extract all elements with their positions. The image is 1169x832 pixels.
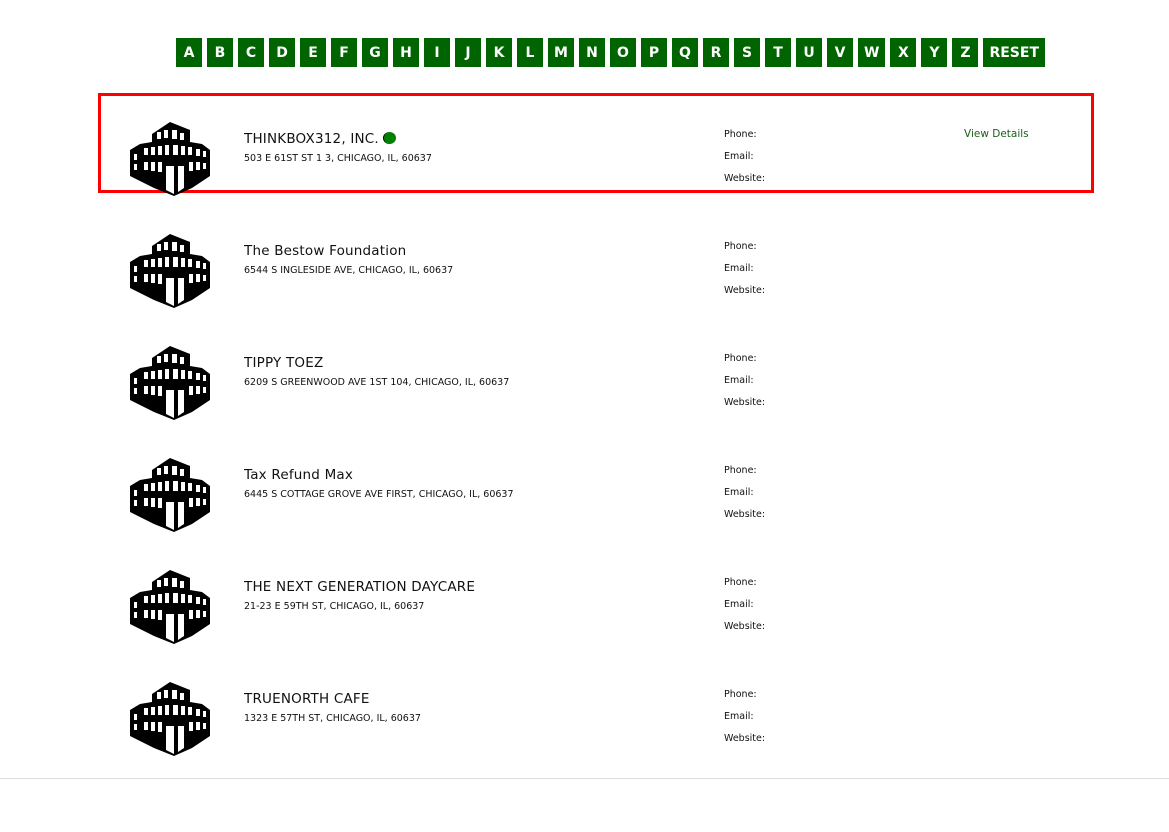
building-icon [130, 458, 212, 532]
email-label: Email: [724, 375, 754, 386]
letter-button-d[interactable]: D [269, 38, 295, 67]
listing-name[interactable]: The Bestow Foundation [244, 243, 406, 259]
letter-button-y[interactable]: Y [921, 38, 948, 67]
letter-button-r[interactable]: R [703, 38, 729, 67]
listing-item: TRUENORTH CAFE 1323 E 57TH ST, CHICAGO, … [98, 653, 1094, 756]
phone-label: Phone: [724, 689, 757, 700]
listing-address: 6544 S INGLESIDE AVE, CHICAGO, IL, 60637 [244, 265, 454, 276]
listing-name[interactable]: THE NEXT GENERATION DAYCARE [244, 579, 475, 595]
reset-button[interactable]: RESET [983, 38, 1045, 67]
letter-button-u[interactable]: U [796, 38, 822, 67]
listing-name-text: TIPPY TOEZ [244, 355, 324, 371]
listing-address: 21-23 E 59TH ST, CHICAGO, IL, 60637 [244, 601, 425, 612]
listing-name[interactable]: TRUENORTH CAFE [244, 691, 370, 707]
listing-name-text: TRUENORTH CAFE [244, 691, 370, 707]
email-label: Email: [724, 263, 754, 274]
listing-item: THE NEXT GENERATION DAYCARE 21-23 E 59TH… [98, 541, 1094, 644]
divider [0, 778, 1169, 779]
website-label: Website: [724, 173, 766, 184]
letter-button-n[interactable]: N [579, 38, 605, 67]
website-label: Website: [724, 509, 766, 520]
letter-button-i[interactable]: I [424, 38, 450, 67]
listing-name-text: THINKBOX312, INC. [244, 131, 379, 147]
listing-name[interactable]: THINKBOX312, INC. [244, 131, 396, 147]
cursor-marker-icon [382, 132, 396, 144]
letter-button-g[interactable]: G [362, 38, 388, 67]
letter-button-f[interactable]: F [331, 38, 357, 67]
letter-button-p[interactable]: P [641, 38, 667, 67]
phone-label: Phone: [724, 465, 757, 476]
letter-button-o[interactable]: O [610, 38, 636, 67]
letter-button-a[interactable]: A [176, 38, 202, 67]
phone-label: Phone: [724, 241, 757, 252]
website-label: Website: [724, 621, 766, 632]
building-icon [130, 122, 212, 196]
listing-name[interactable]: Tax Refund Max [244, 467, 353, 483]
website-label: Website: [724, 733, 766, 744]
view-details-link[interactable]: View Details [964, 128, 1029, 140]
letter-button-t[interactable]: T [765, 38, 791, 67]
email-label: Email: [724, 711, 754, 722]
listing-item: Tax Refund Max 6445 S COTTAGE GROVE AVE … [98, 429, 1094, 532]
letter-button-h[interactable]: H [393, 38, 419, 67]
letter-button-m[interactable]: M [548, 38, 574, 67]
listing-address: 6445 S COTTAGE GROVE AVE FIRST, CHICAGO,… [244, 489, 514, 500]
email-label: Email: [724, 487, 754, 498]
letter-button-l[interactable]: L [517, 38, 543, 67]
building-icon [130, 234, 212, 308]
alphabet-filter: A B C D E F G H I J K L M N O P Q R S T U V W X Y Z RESET [176, 38, 1045, 67]
letter-button-e[interactable]: E [300, 38, 326, 67]
listing-name[interactable]: TIPPY TOEZ [244, 355, 323, 371]
website-label: Website: [724, 285, 766, 296]
letter-button-k[interactable]: K [486, 38, 512, 67]
listing-name-text: Tax Refund Max [244, 467, 354, 483]
email-label: Email: [724, 599, 754, 610]
letter-button-c[interactable]: C [238, 38, 264, 67]
listing-name-text: The Bestow Foundation [244, 243, 407, 259]
listing-address: 6209 S GREENWOOD AVE 1ST 104, CHICAGO, I… [244, 377, 510, 388]
listing-address: 1323 E 57TH ST, CHICAGO, IL, 60637 [244, 713, 421, 724]
email-label: Email: [724, 151, 754, 162]
listing-item: THINKBOX312, INC. 503 E 61ST ST 1 3, CHI… [98, 93, 1094, 196]
listing-address: 503 E 61ST ST 1 3, CHICAGO, IL, 60637 [244, 153, 432, 164]
letter-button-j[interactable]: J [455, 38, 481, 67]
letter-button-v[interactable]: V [827, 38, 853, 67]
listing-name-text: THE NEXT GENERATION DAYCARE [244, 579, 476, 595]
letter-button-b[interactable]: B [207, 38, 233, 67]
building-icon [130, 682, 212, 756]
listing-item: The Bestow Foundation 6544 S INGLESIDE A… [98, 205, 1094, 308]
letter-button-x[interactable]: X [890, 38, 917, 67]
phone-label: Phone: [724, 353, 757, 364]
website-label: Website: [724, 397, 766, 408]
phone-label: Phone: [724, 129, 757, 140]
letter-button-w[interactable]: W [858, 38, 886, 67]
building-icon [130, 346, 212, 420]
building-icon [130, 570, 212, 644]
letter-button-z[interactable]: Z [952, 38, 979, 67]
phone-label: Phone: [724, 577, 757, 588]
listing-item: TIPPY TOEZ 6209 S GREENWOOD AVE 1ST 104,… [98, 317, 1094, 420]
letter-button-q[interactable]: Q [672, 38, 698, 67]
letter-button-s[interactable]: S [734, 38, 760, 67]
